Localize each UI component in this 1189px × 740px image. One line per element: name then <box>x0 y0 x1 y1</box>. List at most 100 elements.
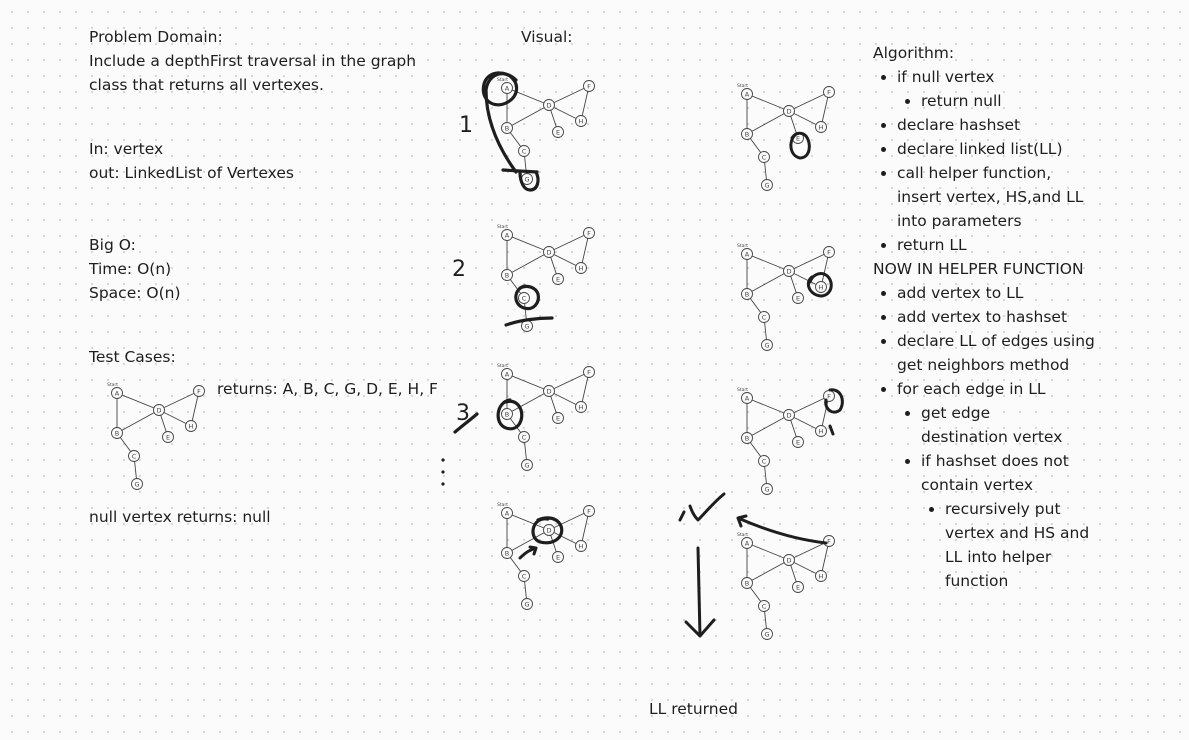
graph-node <box>552 412 564 424</box>
graph-node <box>758 600 770 612</box>
graph-start-label: Start <box>497 502 508 508</box>
graph-start-label: Start <box>107 382 118 388</box>
graph-node <box>823 86 835 98</box>
big-o-section: Big O: Time: O(n) Space: O(n) <box>89 233 181 305</box>
ellipsis-dot <box>441 458 445 462</box>
graph-node <box>501 122 513 134</box>
graph-node-label: G <box>764 631 769 639</box>
graph-node <box>501 368 513 380</box>
graph-node-label: B <box>115 430 119 438</box>
graph-node-label: E <box>556 129 560 137</box>
graph-edge <box>746 414 790 439</box>
graph-node-label: C <box>522 148 527 156</box>
graph-edge <box>548 251 582 269</box>
graph-node-label: H <box>579 543 584 551</box>
graph-start-label: Start <box>497 224 508 230</box>
graph-node <box>815 121 827 133</box>
graph-node <box>761 483 773 495</box>
helper-step: declare LL of edges using get neighbors … <box>897 329 1097 377</box>
graph-node-label: C <box>132 453 137 461</box>
graph-node <box>741 392 753 404</box>
graph-edge <box>158 409 192 427</box>
graph-edge <box>548 232 590 253</box>
graph-node <box>741 88 753 100</box>
graph-node-label: E <box>556 554 560 562</box>
graph-node <box>758 455 770 467</box>
graph-node-label: E <box>796 439 800 447</box>
step-number: 1 <box>459 113 473 138</box>
graph-node <box>501 229 513 241</box>
graph-node-label: C <box>762 154 767 162</box>
graph-node <box>741 288 753 300</box>
graph-sketch: A B C D E F G H Start <box>737 387 835 495</box>
graph-node-label: E <box>796 295 800 303</box>
graph-sketch: A B C D E F G H Start <box>737 243 835 351</box>
graph-node <box>741 577 753 589</box>
graph-node <box>162 431 174 443</box>
graph-node-label: G <box>764 486 769 494</box>
graph-node-label: B <box>505 550 509 558</box>
graph-node-label: C <box>522 434 527 442</box>
graph-edge <box>820 540 830 577</box>
algorithm-step: declare linked list(LL) <box>897 137 1097 161</box>
graph-node <box>552 551 564 563</box>
graph-edge <box>116 392 160 411</box>
graph-node <box>501 269 513 281</box>
graph-edge <box>506 512 550 531</box>
graph-node-label: F <box>587 230 591 238</box>
graph-node-label: B <box>505 125 509 133</box>
arrow-4 <box>518 545 538 560</box>
graph-start-label: Start <box>497 77 508 83</box>
graph-node <box>815 570 827 582</box>
graph-node-label: A <box>745 395 750 403</box>
graph-start-label: Start <box>737 243 748 249</box>
graph-node <box>783 265 795 277</box>
graph-node <box>815 281 827 293</box>
circle-b-3 <box>496 398 524 431</box>
graph-node-label: F <box>587 83 591 91</box>
graph-edge <box>788 251 830 272</box>
graph-node-label: D <box>156 407 161 415</box>
graph-edge <box>580 510 590 547</box>
output-text: out: LinkedList of Vertexes <box>89 164 294 182</box>
graph-node <box>153 404 165 416</box>
time-complexity: Time: O(n) <box>89 260 172 278</box>
graph-node-label: H <box>819 284 824 292</box>
circle-e-r1 <box>789 131 811 160</box>
graph-node <box>552 126 564 138</box>
graph-node-label: E <box>556 276 560 284</box>
helper-step: add vertex to LL <box>897 281 1097 305</box>
graph-node <box>783 105 795 117</box>
visual-heading: Visual: <box>521 28 573 46</box>
graph-node-label: G <box>524 176 529 184</box>
graph-node-label: E <box>166 434 170 442</box>
graph-node <box>783 409 795 421</box>
input-text: In: vertex <box>89 140 164 158</box>
graph-node <box>543 246 555 258</box>
graph-node-label: H <box>579 118 584 126</box>
graph-sketch: A B C D E F G H Start <box>737 532 835 640</box>
graph-edge <box>548 529 582 547</box>
helper-subsubstep: recursively put vertex and HS and LL int… <box>945 497 1097 593</box>
graph-node-label: A <box>505 85 510 93</box>
graph-node-label: F <box>827 538 831 546</box>
graph-sketch: A B C D E F G H Start <box>737 83 835 191</box>
return-arrow <box>736 514 828 545</box>
helper-steps: add vertex to LL add vertex to hashset d… <box>873 281 1097 593</box>
graph-node <box>552 273 564 285</box>
graph-node-label: H <box>579 265 584 273</box>
graph-node-label: F <box>587 508 591 516</box>
graph-edge <box>820 251 830 288</box>
down-arrow <box>684 546 716 638</box>
algorithm-heading: Algorithm: <box>873 44 955 62</box>
algorithm-step: return LL <box>897 233 1097 257</box>
graph-node <box>761 339 773 351</box>
graph-node <box>575 262 587 274</box>
graph-edge <box>580 232 590 269</box>
graph-node-label: C <box>762 314 767 322</box>
graph-node-label: D <box>786 108 791 116</box>
graph-edge <box>788 91 830 112</box>
graph-start-label: Start <box>737 83 748 89</box>
circle-d-4 <box>531 516 564 545</box>
